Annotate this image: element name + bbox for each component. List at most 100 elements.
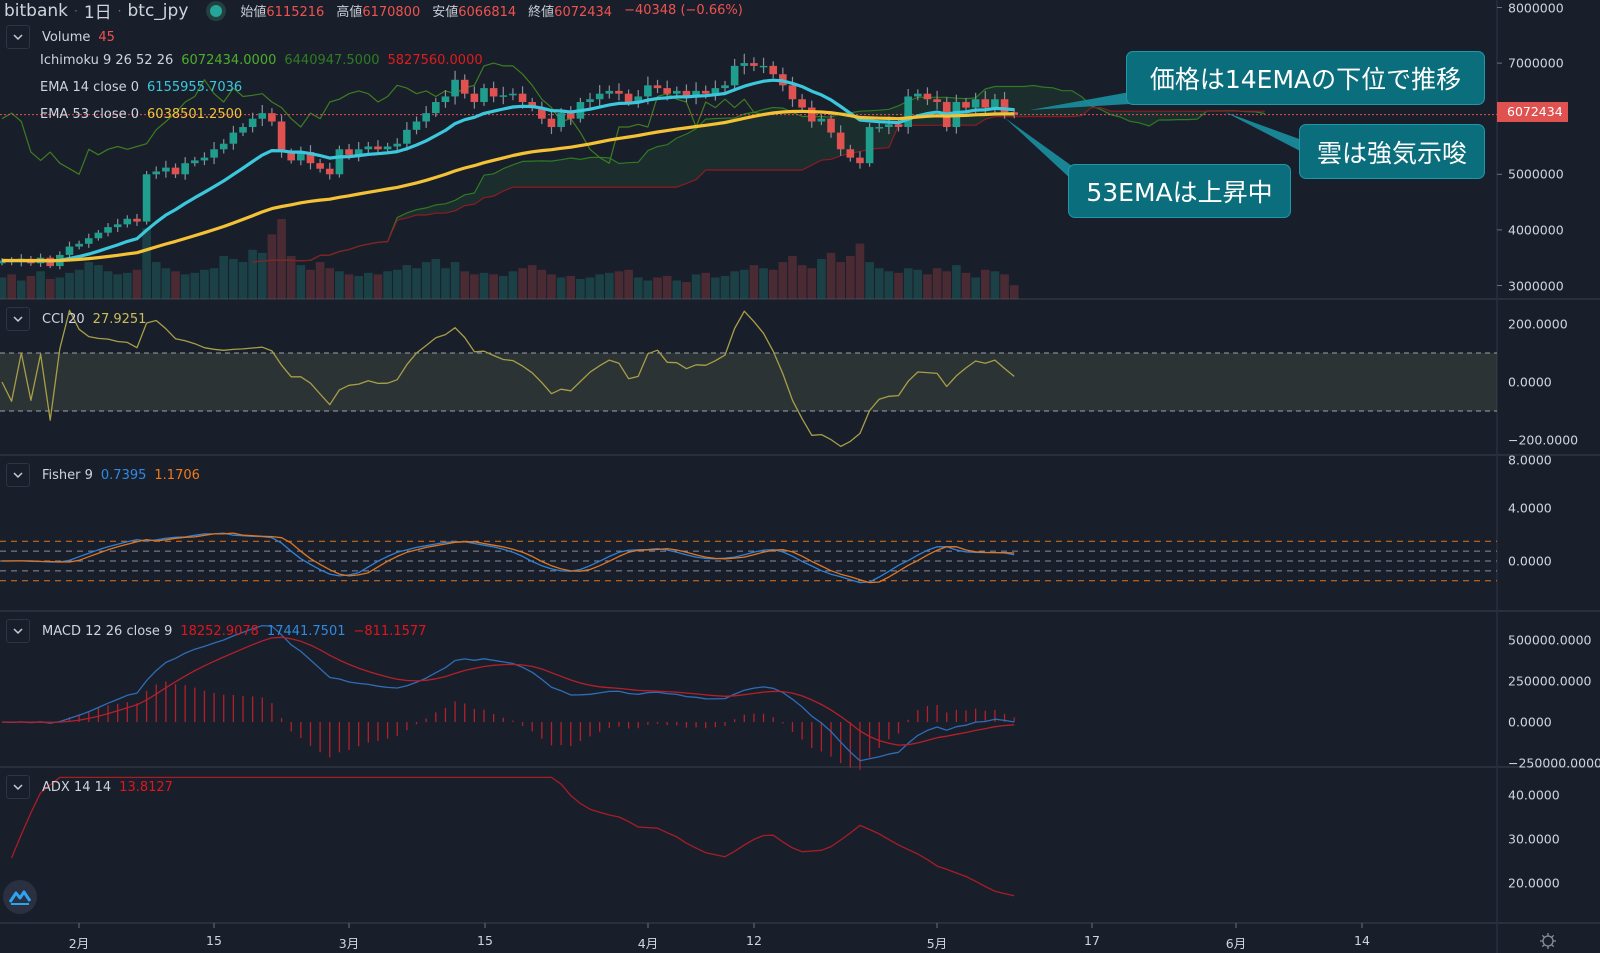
collapse-pane-button[interactable] [6,619,30,643]
volume-bar [306,269,315,299]
volume-bar [682,282,691,299]
candle-body [200,157,209,161]
legend-value: 6440947.5000 [284,53,380,68]
volume-bar [65,272,74,299]
candle [84,233,93,248]
legend-title: CCI 20 [42,311,85,327]
candle [104,223,112,237]
chevron-down-icon [13,316,23,323]
volume-bar [479,272,489,299]
candle [489,81,498,103]
candle-body [171,167,180,175]
fisher-trigger-line [2,532,1015,584]
candle [316,158,324,173]
candle [759,57,768,74]
volume-bar [498,275,508,299]
ichimoku-lagging-span [1,62,764,175]
volume-bar [961,272,971,299]
exchange-name[interactable]: bitbank [4,0,69,21]
annotation-cloud[interactable]: 雲は強気示唆 [1299,124,1485,179]
annotation-ema14[interactable]: 価格は14EMAの下位で推移 [1126,51,1485,105]
volume-bar [113,274,122,299]
legend-value: 6072434.0000 [181,53,277,68]
candle [248,112,257,133]
annotation-pointer [1030,92,1130,110]
volume-bar [354,275,363,299]
candle [306,145,315,170]
candle [94,230,103,241]
candle [162,160,170,178]
legend-volume: Volume 45 [6,25,115,49]
volume-bar [556,277,566,299]
collapse-pane-button[interactable] [6,307,30,331]
volume-bar [257,252,267,299]
candle [923,87,932,105]
volume-bar [1009,285,1019,299]
candle-body [557,113,565,128]
volume-bar [74,269,84,299]
candle-body [836,132,845,150]
legend-macd: MACD 12 26 close 9 18252.9078 17441.7501… [6,619,426,643]
fisher-axis-label: 8.0000 [1508,452,1552,468]
time-axis-label: 12 [746,933,762,948]
legend-title: Ichimoku 9 26 52 26 [40,53,174,68]
volume-bar [296,265,306,299]
candle-body [133,218,141,222]
candle [547,110,556,135]
candle [219,139,228,154]
volume-bar [1000,274,1009,299]
legend-ema14[interactable]: EMA 14 close 0 6155955.7036 [6,80,242,95]
fisher-line [1,532,1015,584]
candle-body [538,107,546,119]
collapse-pane-button[interactable] [6,463,30,487]
candle-body [528,102,536,108]
candle [191,156,199,167]
candle-body [325,168,334,175]
candle-body [104,227,112,233]
volume-bar [923,274,932,299]
volume-bar [643,280,653,299]
volume-bar [238,262,248,299]
candle [499,86,508,105]
candle-body [345,149,353,155]
volume-bar [383,271,392,299]
candle [200,152,209,166]
legend-ema53[interactable]: EMA 53 close 0 6038501.2500 [6,107,242,122]
volume-bar [364,272,373,299]
candle-body [653,85,662,89]
volume-bar [691,274,701,299]
volume-bar [605,272,614,299]
cci-axis-label: −200.0000 [1508,432,1579,448]
volume-bar [200,269,209,299]
cci-band [0,353,1497,411]
candle-body [807,107,816,122]
candle [210,142,218,165]
macd-axis-label: −250000.0000 [1508,755,1600,771]
candle-body [962,102,970,108]
logo-button[interactable] [3,880,37,914]
candle-body [673,90,681,94]
symbol-name[interactable]: btc_jpy [127,0,189,21]
legend-ichimoku[interactable]: Ichimoku 9 26 52 26 6072434.0000 6440947… [6,53,483,68]
candle-body [297,152,305,161]
interval-label[interactable]: 1日 [83,3,112,23]
annotation-ema53[interactable]: 53EMAは上昇中 [1068,164,1291,218]
candle-body [383,146,392,150]
macd-axis-label: 250000.0000 [1508,673,1592,689]
ichimoku-span-b [252,106,1265,263]
candle [904,88,912,134]
volume-bar [884,271,894,299]
collapse-pane-button[interactable] [6,775,30,799]
candle [933,90,941,110]
settings-gear-icon[interactable] [1539,932,1557,950]
collapse-legend-button[interactable] [6,25,30,49]
volume-bar [460,271,470,299]
volume-bar [759,268,768,299]
candle [268,108,276,126]
time-axis-label: 15 [206,933,222,948]
candle-body [258,113,267,119]
candle-body [991,99,999,108]
time-axis-label: 15 [477,933,493,948]
candle-body [441,96,450,103]
